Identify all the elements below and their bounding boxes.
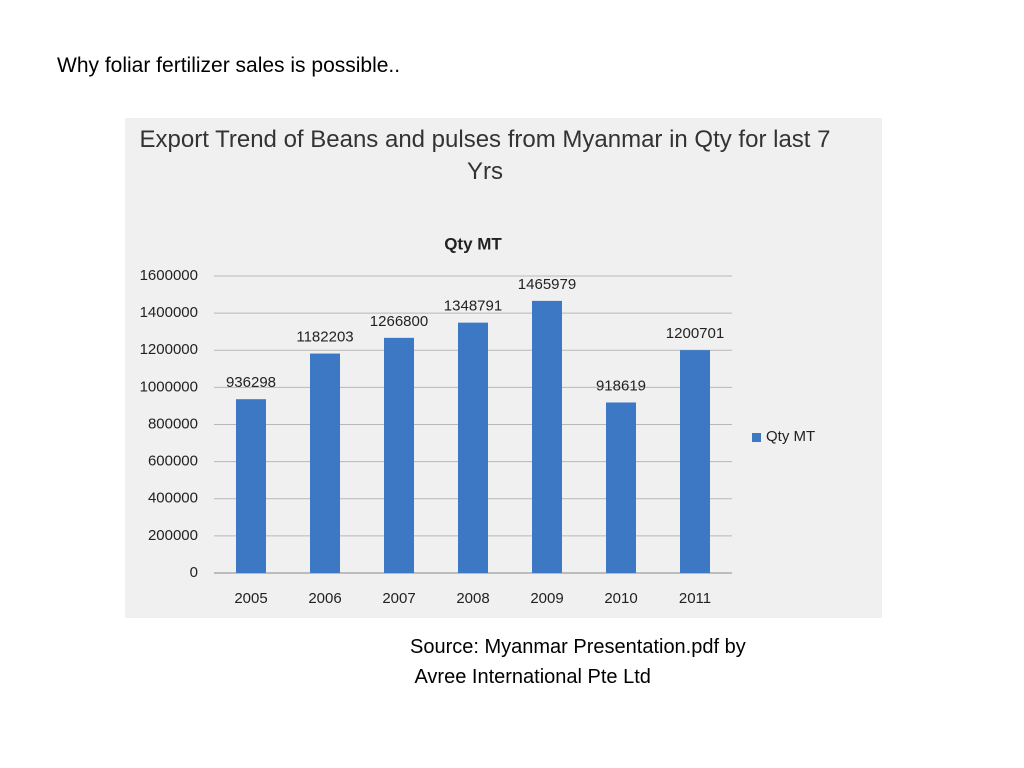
data-label: 1465979 [518,276,576,293]
chart-title: Export Trend of Beans and pulses from My… [139,126,831,185]
x-tick-label: 2005 [234,590,267,607]
chart-subtitle: Qty MT [444,234,502,253]
data-label: 1348791 [444,298,502,315]
bar [236,399,266,573]
x-tick-label: 2006 [308,590,341,607]
x-tick-label: 2011 [679,590,711,607]
x-tick-label: 2009 [530,590,563,607]
bar [680,350,710,573]
x-tick-label: 2008 [456,590,489,607]
y-tick-label: 1400000 [140,304,198,321]
bar [458,322,488,573]
data-label: 1266800 [370,313,428,330]
source-line: Source: Myanmar Presentation.pdf by [410,636,746,658]
bar [384,337,414,573]
y-tick-label: 800000 [148,415,198,432]
bar [310,353,340,573]
x-tick-label: 2010 [604,590,637,607]
legend-swatch [752,433,761,442]
data-label: 1182203 [296,329,353,346]
data-label: 918619 [596,377,646,394]
bar [532,300,562,573]
data-label: 936298 [226,374,276,391]
source-line: Avree International Pte Ltd [410,666,651,688]
slide-title: Why foliar fertilizer sales is possible.… [57,54,401,77]
y-tick-label: 0 [190,564,198,581]
legend-label: Qty MT [766,428,815,445]
bar [606,402,636,573]
y-tick-label: 1200000 [140,341,198,358]
y-tick-label: 1600000 [140,267,198,284]
x-tick-label: 2007 [382,590,415,607]
y-tick-label: 200000 [148,527,198,544]
y-tick-label: 1000000 [140,378,198,395]
data-label: 1200701 [666,325,724,342]
y-tick-label: 600000 [148,453,198,470]
y-tick-label: 400000 [148,490,198,507]
